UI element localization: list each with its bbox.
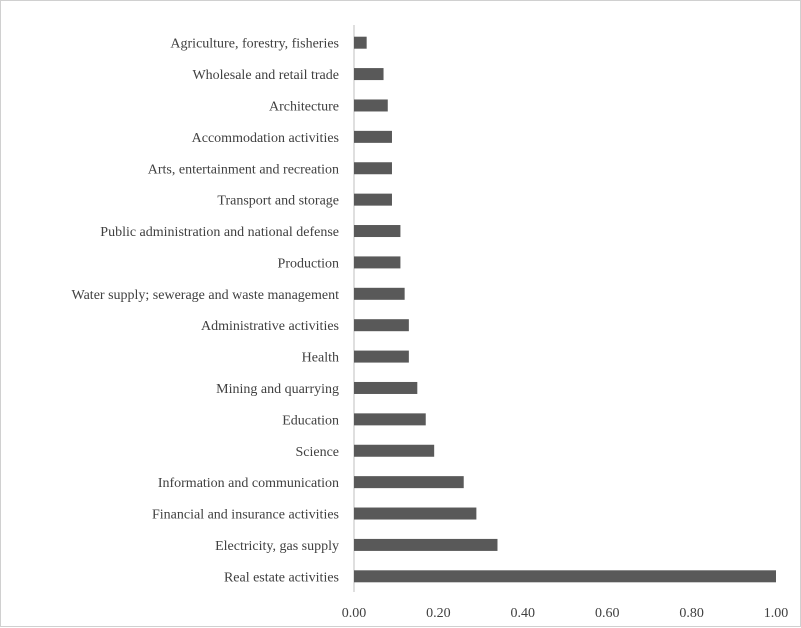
category-label: Production [278,256,339,271]
bar [354,538,498,551]
bar [354,193,392,206]
x-tick-label: 0.00 [342,606,367,621]
bar [354,507,477,520]
bar [354,444,435,457]
category-label: Water supply; sewerage and waste managem… [72,288,340,303]
bar [354,287,405,300]
category-label: Agriculture, forestry, fisheries [170,37,339,52]
bar [354,225,401,238]
bar [354,36,367,49]
bar [354,162,392,175]
category-label: Transport and storage [217,194,339,209]
category-label: Accommodation activities [192,131,339,146]
category-label: Science [295,445,339,460]
bar [354,413,426,426]
category-label: Electricity, gas supply [215,539,339,554]
bar [354,381,418,394]
x-tick-label: 0.20 [426,606,451,621]
category-label: Information and communication [158,476,339,491]
x-tick-label: 0.40 [511,606,536,621]
bar [354,130,392,143]
category-label: Public administration and national defen… [100,225,339,240]
x-tick-label: 0.80 [679,606,704,621]
bar [354,256,401,269]
bar [354,68,384,81]
bar [354,319,409,332]
category-label: Mining and quarrying [216,382,339,397]
category-label: Arts, entertainment and recreation [148,162,339,177]
category-label: Wholesale and retail trade [192,68,339,83]
bar [354,570,776,583]
category-label: Financial and insurance activities [152,508,339,523]
category-label: Architecture [269,99,339,114]
category-label: Real estate activities [224,570,339,585]
category-label: Administrative activities [201,319,339,334]
bar [354,476,464,489]
bar [354,99,388,112]
category-label: Health [302,351,339,366]
x-tick-label: 0.60 [595,606,620,621]
x-tick-label: 1.00 [764,606,789,621]
category-label: Education [282,413,339,428]
bar [354,350,409,363]
